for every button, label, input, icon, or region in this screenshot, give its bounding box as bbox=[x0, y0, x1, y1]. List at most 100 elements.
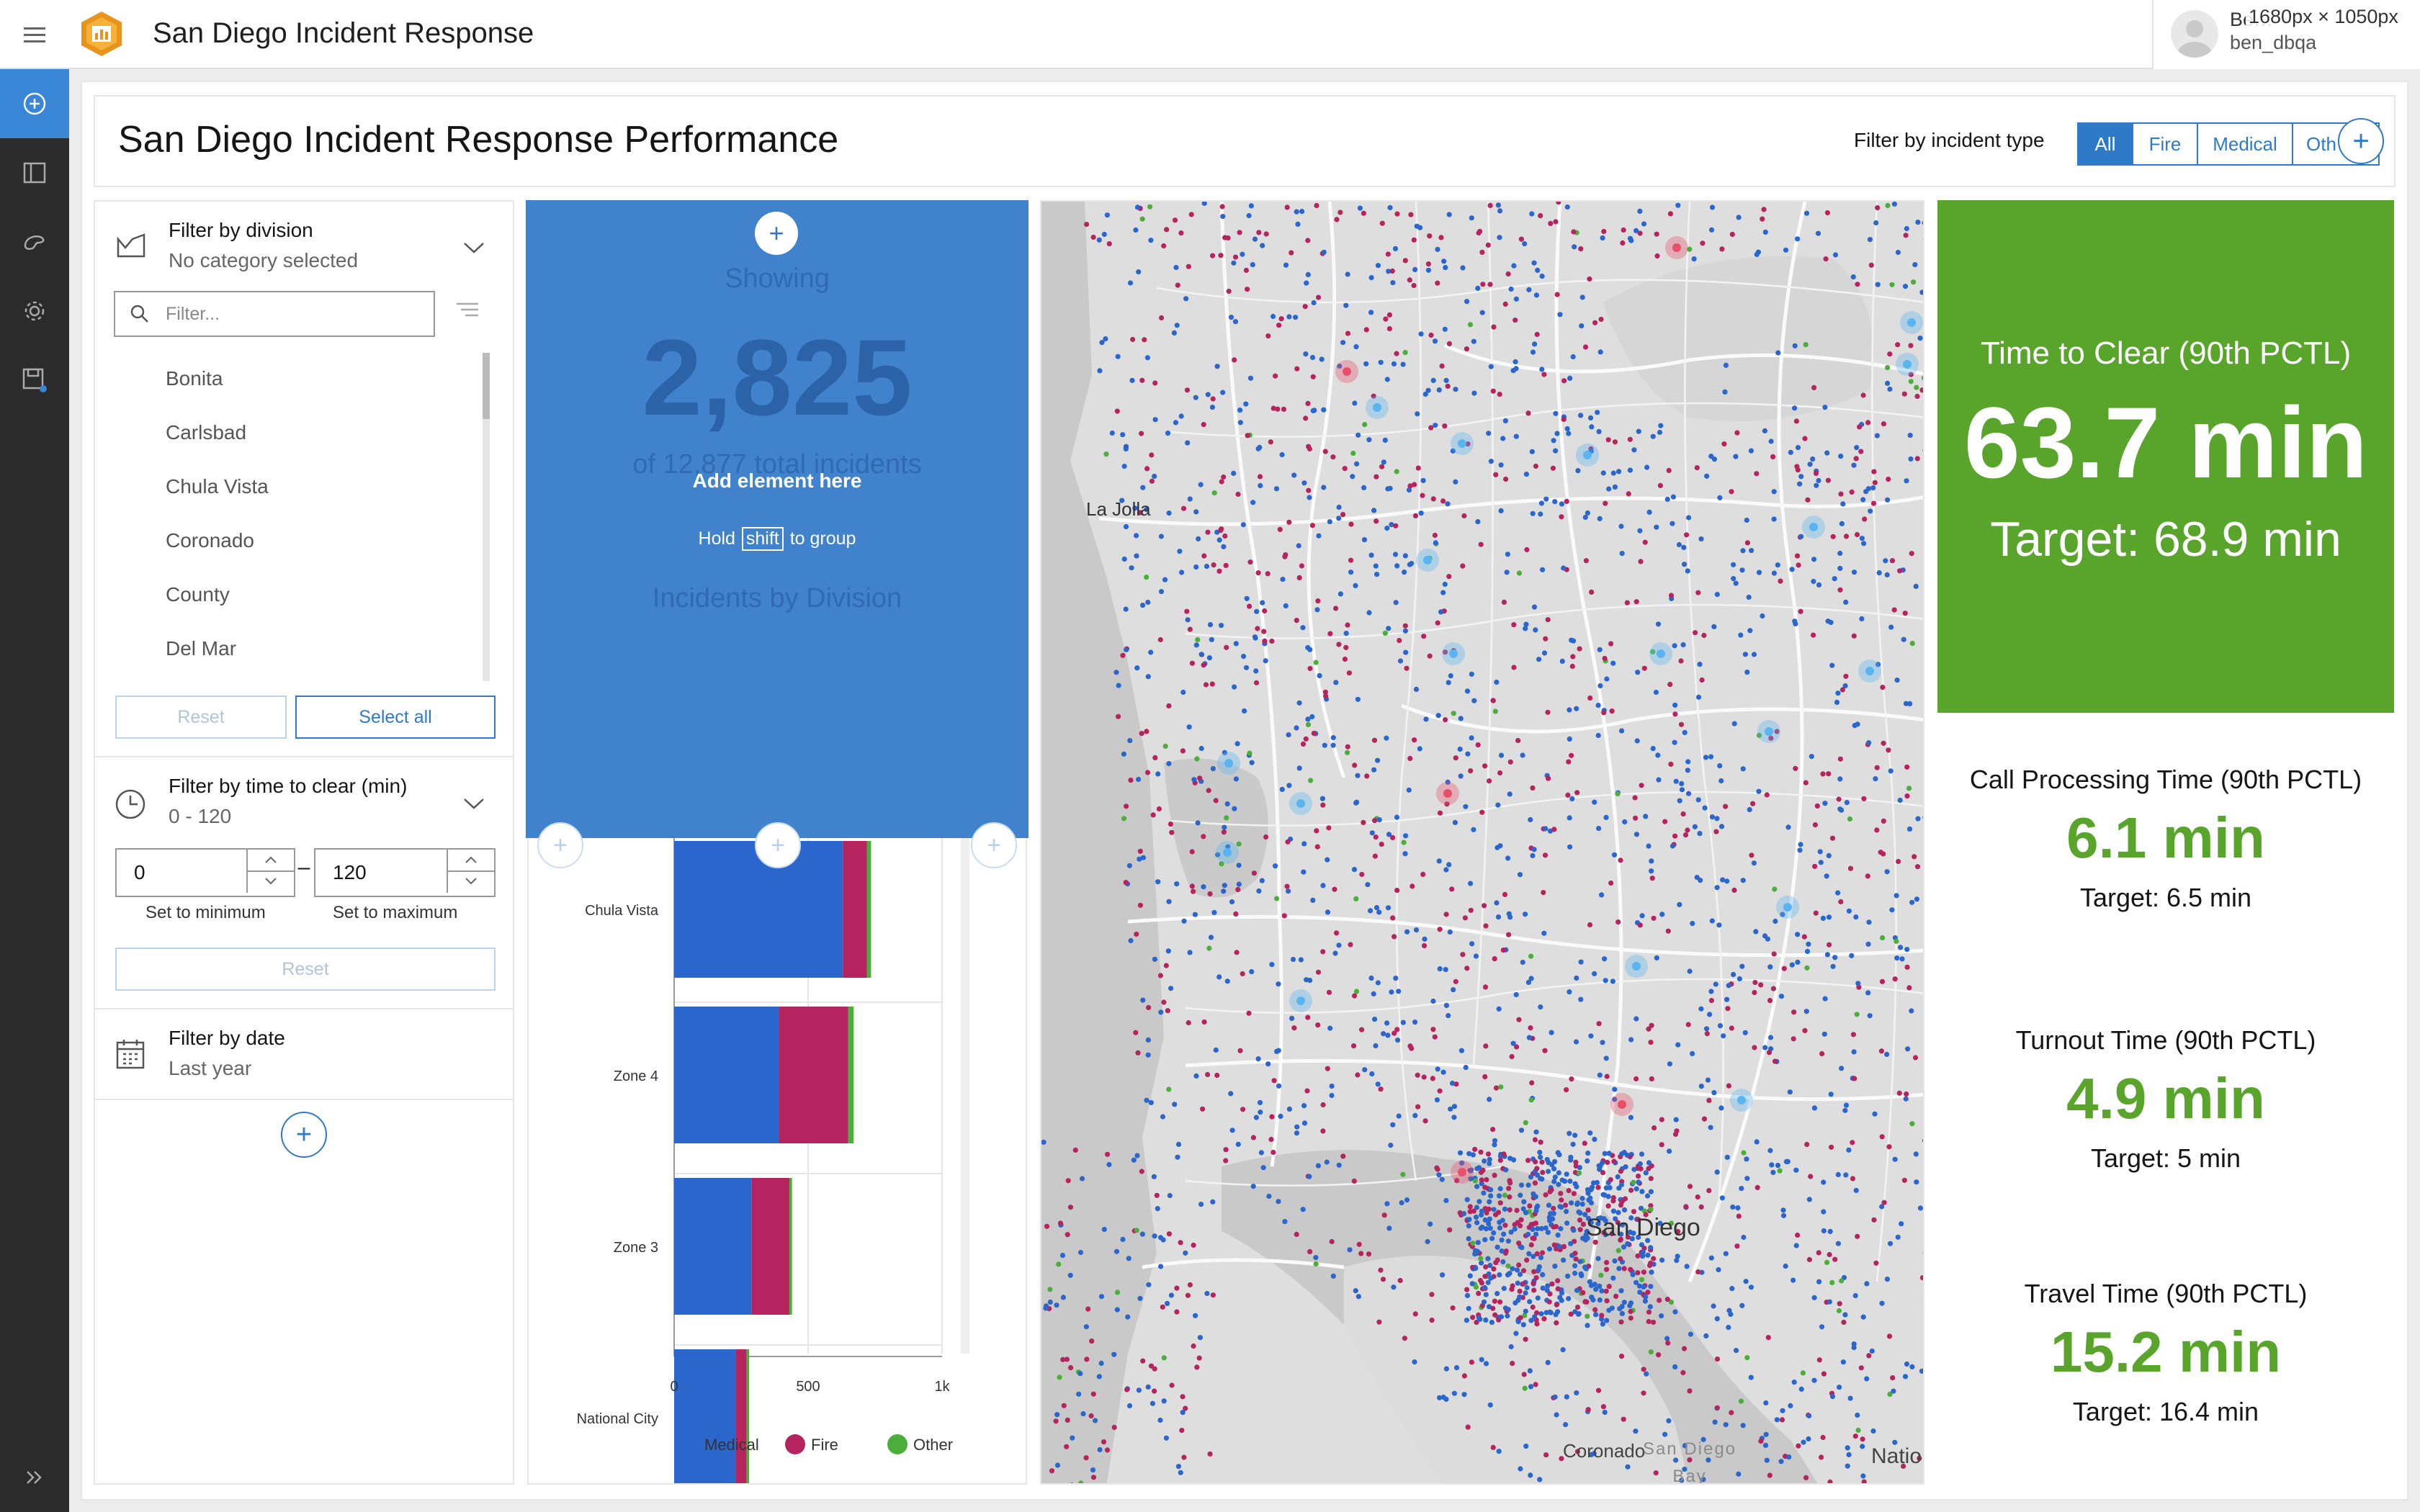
incident-point[interactable] bbox=[1825, 477, 1831, 483]
incident-point[interactable] bbox=[1874, 827, 1880, 833]
incident-point[interactable] bbox=[1205, 392, 1211, 397]
incident-point[interactable] bbox=[1126, 1403, 1133, 1409]
incident-point[interactable] bbox=[1729, 1410, 1734, 1416]
incident-point[interactable] bbox=[1258, 482, 1263, 489]
incident-point[interactable] bbox=[1851, 462, 1857, 468]
incident-point[interactable] bbox=[1898, 945, 1904, 950]
incident-point[interactable] bbox=[1803, 210, 1810, 216]
incident-point[interactable] bbox=[1794, 464, 1800, 469]
incident-point[interactable] bbox=[1384, 1201, 1390, 1207]
incident-point[interactable] bbox=[1673, 778, 1679, 784]
incident-point[interactable] bbox=[1684, 532, 1690, 538]
incident-point[interactable] bbox=[1041, 1139, 1047, 1145]
incident-point[interactable] bbox=[1768, 735, 1774, 741]
incident-point[interactable] bbox=[1783, 1263, 1788, 1269]
incident-point[interactable] bbox=[1465, 441, 1471, 447]
incident-point[interactable] bbox=[1265, 333, 1271, 339]
incident-point[interactable] bbox=[1551, 1166, 1557, 1171]
incident-point[interactable] bbox=[1894, 678, 1900, 683]
incident-point[interactable] bbox=[1571, 1228, 1577, 1233]
incident-point[interactable] bbox=[1126, 863, 1132, 868]
incident-point[interactable] bbox=[1152, 417, 1158, 423]
incident-point[interactable] bbox=[1412, 513, 1419, 518]
incident-point[interactable] bbox=[1604, 676, 1610, 682]
incident-point[interactable] bbox=[1597, 349, 1603, 355]
incident-point[interactable] bbox=[1303, 736, 1309, 742]
incident-point[interactable] bbox=[1056, 1261, 1062, 1267]
incident-point[interactable] bbox=[1247, 559, 1253, 565]
incident-point[interactable] bbox=[1602, 956, 1608, 962]
incident-point[interactable] bbox=[1451, 711, 1456, 716]
incident-point[interactable] bbox=[1443, 867, 1449, 873]
incident-point[interactable] bbox=[1193, 564, 1199, 570]
incident-point[interactable] bbox=[1768, 438, 1774, 444]
incident-point[interactable] bbox=[1404, 665, 1410, 671]
incident-point[interactable] bbox=[1312, 408, 1317, 413]
incident-point[interactable] bbox=[1666, 1418, 1672, 1423]
incident-point[interactable] bbox=[1165, 1008, 1170, 1014]
incident-point[interactable] bbox=[1821, 1179, 1827, 1185]
incident-point[interactable] bbox=[1429, 1292, 1435, 1297]
incident-point[interactable] bbox=[1130, 336, 1136, 343]
incident-point[interactable] bbox=[1351, 867, 1358, 873]
incident-point[interactable] bbox=[1146, 1004, 1152, 1010]
incident-point[interactable] bbox=[1333, 680, 1339, 685]
incident-point[interactable] bbox=[1196, 1355, 1202, 1361]
incident-point[interactable] bbox=[1468, 881, 1474, 886]
incident-point[interactable] bbox=[1247, 375, 1254, 381]
incident-point[interactable] bbox=[1492, 1138, 1498, 1143]
incident-point[interactable] bbox=[1406, 787, 1412, 793]
incident-point[interactable] bbox=[1604, 1074, 1610, 1079]
incident-point[interactable] bbox=[1228, 1091, 1234, 1097]
incident-point[interactable] bbox=[1275, 406, 1281, 412]
incident-point[interactable] bbox=[1065, 1417, 1070, 1423]
add-element-icon[interactable] bbox=[0, 69, 69, 138]
incident-point[interactable] bbox=[1744, 1355, 1750, 1361]
incident-point[interactable] bbox=[1458, 773, 1464, 779]
incident-point[interactable] bbox=[1564, 1171, 1569, 1177]
incident-point[interactable] bbox=[1466, 1305, 1471, 1311]
incident-point[interactable] bbox=[1686, 515, 1692, 521]
incident-point[interactable] bbox=[1090, 1467, 1096, 1473]
incident-point[interactable] bbox=[1781, 966, 1787, 971]
incident-point[interactable] bbox=[1650, 649, 1656, 654]
incident-point[interactable] bbox=[1691, 256, 1697, 262]
incident-point[interactable] bbox=[1775, 562, 1780, 568]
incident-point[interactable] bbox=[1494, 1291, 1500, 1297]
incident-point[interactable] bbox=[1201, 1019, 1207, 1025]
incident-point[interactable] bbox=[1538, 511, 1543, 517]
incident-point[interactable] bbox=[1648, 1349, 1654, 1355]
incident-point[interactable] bbox=[1478, 541, 1484, 547]
set-maximum-link[interactable]: Set to maximum bbox=[333, 903, 458, 922]
incident-point[interactable] bbox=[1628, 1215, 1634, 1221]
incident-point[interactable] bbox=[1523, 472, 1529, 477]
incident-point[interactable] bbox=[1523, 1308, 1528, 1314]
incident-point[interactable] bbox=[1531, 1254, 1536, 1259]
incident-point[interactable] bbox=[1649, 1076, 1654, 1081]
incident-point[interactable] bbox=[1320, 883, 1326, 888]
incident-point[interactable] bbox=[1469, 671, 1474, 677]
incident-point[interactable] bbox=[1181, 918, 1187, 924]
incident-point[interactable] bbox=[1713, 829, 1719, 834]
incident-point[interactable] bbox=[1187, 1282, 1193, 1288]
incident-point[interactable] bbox=[1506, 1186, 1512, 1192]
incident-point[interactable] bbox=[1194, 1364, 1200, 1370]
incident-point[interactable] bbox=[1616, 469, 1622, 474]
incident-point[interactable] bbox=[1709, 918, 1715, 924]
incident-point[interactable] bbox=[1432, 338, 1438, 344]
incident-point[interactable] bbox=[1425, 387, 1431, 393]
incident-point[interactable] bbox=[1123, 523, 1129, 530]
incident-point[interactable] bbox=[1736, 1213, 1742, 1219]
incident-point[interactable] bbox=[1578, 959, 1584, 965]
incident-point[interactable] bbox=[1618, 858, 1623, 863]
incident-point[interactable] bbox=[1618, 1288, 1624, 1294]
incident-point[interactable] bbox=[1166, 899, 1172, 904]
incident-point[interactable] bbox=[1145, 599, 1151, 606]
incident-point[interactable] bbox=[1646, 1160, 1652, 1166]
incident-point[interactable] bbox=[1698, 878, 1703, 883]
incident-point[interactable] bbox=[1440, 1069, 1446, 1075]
incident-point[interactable] bbox=[1791, 1036, 1796, 1042]
incident-point[interactable] bbox=[1171, 330, 1177, 336]
incident-point[interactable] bbox=[1702, 805, 1708, 811]
incident-point[interactable] bbox=[1461, 1373, 1467, 1379]
